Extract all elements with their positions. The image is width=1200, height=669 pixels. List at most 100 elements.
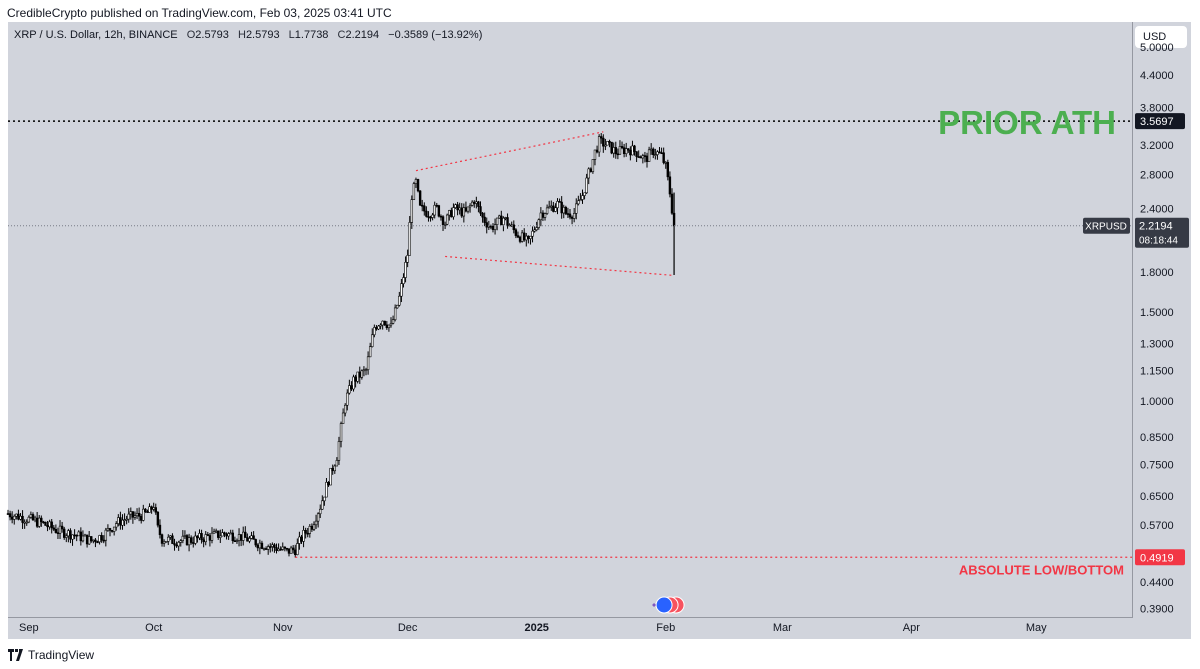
candle-body (618, 146, 622, 155)
candle-body (589, 168, 593, 172)
candle-body (94, 539, 97, 543)
candle-body (85, 534, 89, 545)
candle-body (235, 540, 239, 542)
candle-body (319, 508, 322, 515)
candle-body (631, 145, 634, 156)
candle-body (189, 537, 193, 543)
candle-body (437, 205, 441, 217)
candle-body (302, 529, 305, 542)
x-tick-label: Dec (398, 622, 418, 634)
candle-body (647, 149, 651, 162)
y-tick-label: 1.0000 (1140, 396, 1174, 408)
candle-body (506, 217, 509, 226)
candle-body (402, 277, 405, 284)
candle-body (418, 190, 422, 206)
footer-brand: TradingView (28, 648, 95, 662)
candle-body (604, 144, 607, 147)
candle-body (460, 207, 463, 217)
candle-body (21, 515, 24, 523)
candle-body (562, 206, 565, 214)
candle-body (200, 533, 203, 541)
candle-body (489, 225, 493, 228)
candle-body (121, 519, 124, 526)
footer: TradingView (8, 648, 94, 662)
candle-body (135, 512, 139, 517)
candle-body (225, 533, 228, 537)
candle-body (123, 519, 126, 521)
candle-body (277, 548, 280, 551)
candle-body (366, 356, 370, 371)
candle-body (541, 212, 545, 218)
candle-body (323, 496, 326, 502)
candle-body (543, 213, 547, 218)
candle-body (346, 392, 349, 406)
candle-body (608, 141, 611, 143)
candle-body (298, 536, 301, 544)
candle-body (443, 223, 447, 226)
candle-body (308, 526, 312, 534)
candle-body (362, 369, 366, 372)
candle-body (287, 548, 291, 554)
candle-body (13, 515, 16, 520)
candle-body (620, 146, 624, 149)
high-label: H (237, 29, 246, 41)
candle-body (500, 215, 503, 226)
candle-body (142, 508, 145, 521)
candle-body (296, 543, 299, 556)
candle-body (391, 319, 395, 324)
candle-body (67, 530, 70, 537)
candle-body (119, 517, 122, 526)
candle-body (614, 147, 617, 155)
candle-body (568, 213, 572, 218)
plot-area[interactable] (8, 22, 1133, 618)
y-tick-label: 1.3000 (1140, 338, 1174, 350)
candle-body (602, 137, 605, 147)
candle-body (552, 205, 555, 212)
y-tick-label: 3.8000 (1140, 102, 1174, 114)
candle-body (15, 513, 18, 517)
candle-body (408, 222, 411, 256)
x-tick-label: Sep (19, 622, 39, 634)
candle-body (641, 155, 645, 159)
candle-body (564, 206, 568, 214)
candle-body (498, 215, 501, 219)
candle-body (512, 224, 515, 231)
candle-body (331, 467, 334, 472)
candle-body (335, 460, 339, 467)
candle-body (125, 518, 128, 521)
chart-frame[interactable]: XRP / U.S. Dollar, 12h, BINANCE O2.5793 … (6, 22, 1191, 639)
candle-body (258, 542, 262, 549)
candle-body (550, 205, 553, 208)
candle-body (181, 535, 185, 541)
candle-body (46, 525, 49, 528)
candle-body (458, 207, 461, 211)
candle-body (264, 548, 268, 550)
candle-body (229, 532, 232, 535)
candle-body (464, 207, 468, 212)
candle-body (329, 467, 332, 486)
candle-body (520, 232, 524, 242)
y-tick-label: 0.7500 (1140, 459, 1174, 471)
candle-body (579, 199, 582, 202)
candle-body (664, 162, 667, 164)
currency-button[interactable]: USD (1135, 26, 1187, 48)
candle-body (252, 535, 255, 540)
candle-body (96, 541, 99, 544)
candle-body (300, 536, 303, 542)
candle-body (456, 204, 459, 211)
y-tick-label: 1.1500 (1140, 365, 1174, 377)
candle-body (583, 192, 586, 196)
x-tick-label: Mar (773, 622, 792, 634)
candle-body (306, 532, 309, 535)
x-tick-label: Apr (903, 622, 920, 634)
candle-body (275, 547, 278, 551)
candle-body (570, 216, 574, 219)
candle-body (466, 206, 470, 212)
y-tick-label: 0.3900 (1140, 603, 1174, 615)
candle-body (450, 210, 453, 218)
y-tick-label: 0.8500 (1140, 432, 1174, 444)
candle-body (635, 151, 638, 157)
candle-body (383, 320, 386, 326)
candle-body (31, 514, 35, 521)
candle-body (600, 136, 603, 139)
